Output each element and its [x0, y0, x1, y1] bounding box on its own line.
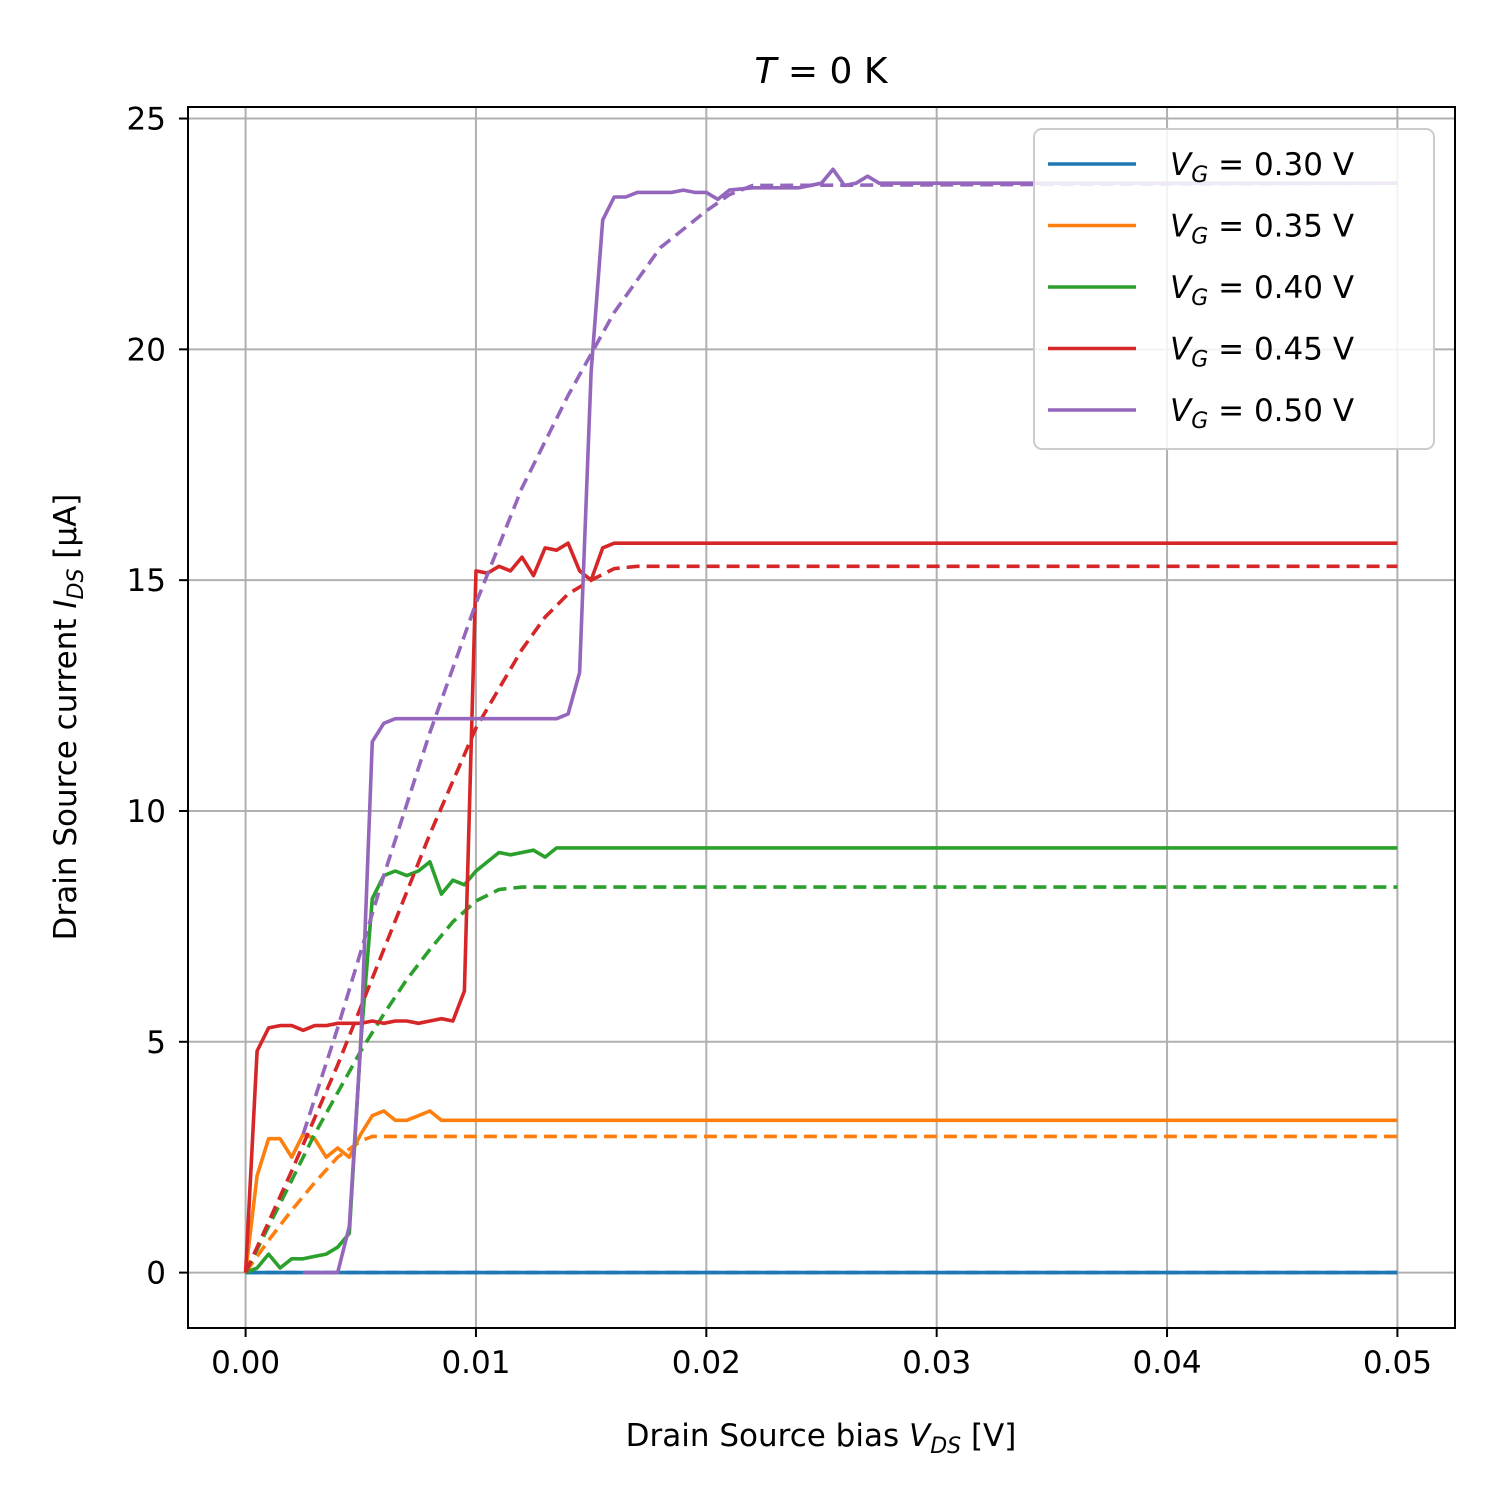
y-axis-label-prefix: Drain Source current — [48, 609, 84, 941]
series-measured-line — [303, 167, 1398, 1275]
x-tick-label: 0.02 — [672, 1345, 741, 1381]
series-vg-1 — [243, 1109, 1398, 1274]
y-tick-label: 5 — [146, 1025, 166, 1061]
legend-label-variable: V — [1170, 209, 1194, 245]
legend-label-value: = 0.40 V — [1208, 270, 1354, 306]
plot-series — [243, 167, 1398, 1275]
series-fit-line — [243, 885, 1398, 1274]
series-vg-2 — [243, 846, 1398, 1275]
axis-ticks: 0.00 0.01 0.02 0.03 0.04 0.05 0 5 10 15 20 25 — [127, 102, 1432, 1381]
series-vg-4 — [301, 167, 1398, 1275]
legend-box — [1033, 128, 1435, 450]
legend-label-variable: V — [1170, 332, 1194, 368]
x-tick-label: 0.00 — [211, 1345, 280, 1381]
legend-label-value: = 0.50 V — [1208, 393, 1354, 429]
legend-label-subscript: G — [1191, 225, 1208, 250]
x-tick-label: 0.05 — [1363, 1345, 1432, 1381]
x-axis-label: Drain Source bias VDS [V] — [626, 1418, 1017, 1459]
x-axis-label-variable: V — [909, 1418, 933, 1454]
x-axis-label-subscript: DS — [930, 1434, 961, 1459]
y-axis-label-subscript: DS — [64, 569, 89, 600]
legend-label: VG = 0.40 V — [1170, 270, 1354, 311]
y-tick-label: 10 — [127, 794, 166, 830]
series-fit-line — [301, 181, 1398, 1135]
legend-label: VG = 0.50 V — [1170, 393, 1354, 434]
x-tick-label: 0.01 — [441, 1345, 510, 1381]
legend-label: VG = 0.30 V — [1170, 147, 1354, 188]
y-axis-label-suffix: [μA] — [48, 494, 84, 569]
series-fit-line — [243, 564, 1398, 1274]
y-tick-label: 15 — [127, 563, 166, 599]
x-tick-label: 0.04 — [1133, 1345, 1202, 1381]
legend-label-value: = 0.35 V — [1208, 209, 1354, 245]
plot-frame — [187, 106, 1456, 1329]
chart-title: T = 0 K — [754, 51, 888, 92]
y-tick-label: 0 — [146, 1256, 166, 1292]
legend-label: VG = 0.35 V — [1170, 209, 1354, 250]
legend-label-variable: V — [1170, 147, 1194, 183]
legend-label-subscript: G — [1191, 286, 1208, 311]
legend-label-variable: V — [1170, 393, 1194, 429]
x-axis-label-suffix: [V] — [961, 1418, 1016, 1454]
x-tick-label: 0.03 — [902, 1345, 971, 1381]
series-measured-line — [244, 846, 1398, 1275]
legend-label: VG = 0.45 V — [1170, 332, 1354, 373]
legend-label-value: = 0.45 V — [1208, 332, 1354, 368]
y-axis-label-variable: I — [48, 599, 84, 608]
y-tick-label: 25 — [127, 102, 166, 138]
y-tick-label: 20 — [127, 332, 166, 368]
legend-label-subscript: G — [1191, 409, 1208, 434]
legend-label-subscript: G — [1191, 163, 1208, 188]
y-axis-label: Drain Source current IDS [μA] — [48, 494, 89, 941]
series-fit-line — [244, 1134, 1398, 1274]
series-measured-line — [243, 541, 1398, 1273]
series-measured-line — [243, 1109, 1398, 1273]
legend-label-subscript: G — [1191, 348, 1208, 373]
chart-title-variable: T — [754, 51, 779, 92]
legend-label-variable: V — [1170, 270, 1194, 306]
series-vg-3 — [243, 541, 1398, 1274]
legend-label-value: = 0.30 V — [1208, 147, 1354, 183]
legend: VG = 0.30 VVG = 0.35 VVG = 0.40 VVG = 0.… — [1033, 128, 1435, 450]
x-axis-label-prefix: Drain Source bias — [626, 1418, 909, 1454]
chart-title-rest: = 0 K — [776, 51, 888, 92]
